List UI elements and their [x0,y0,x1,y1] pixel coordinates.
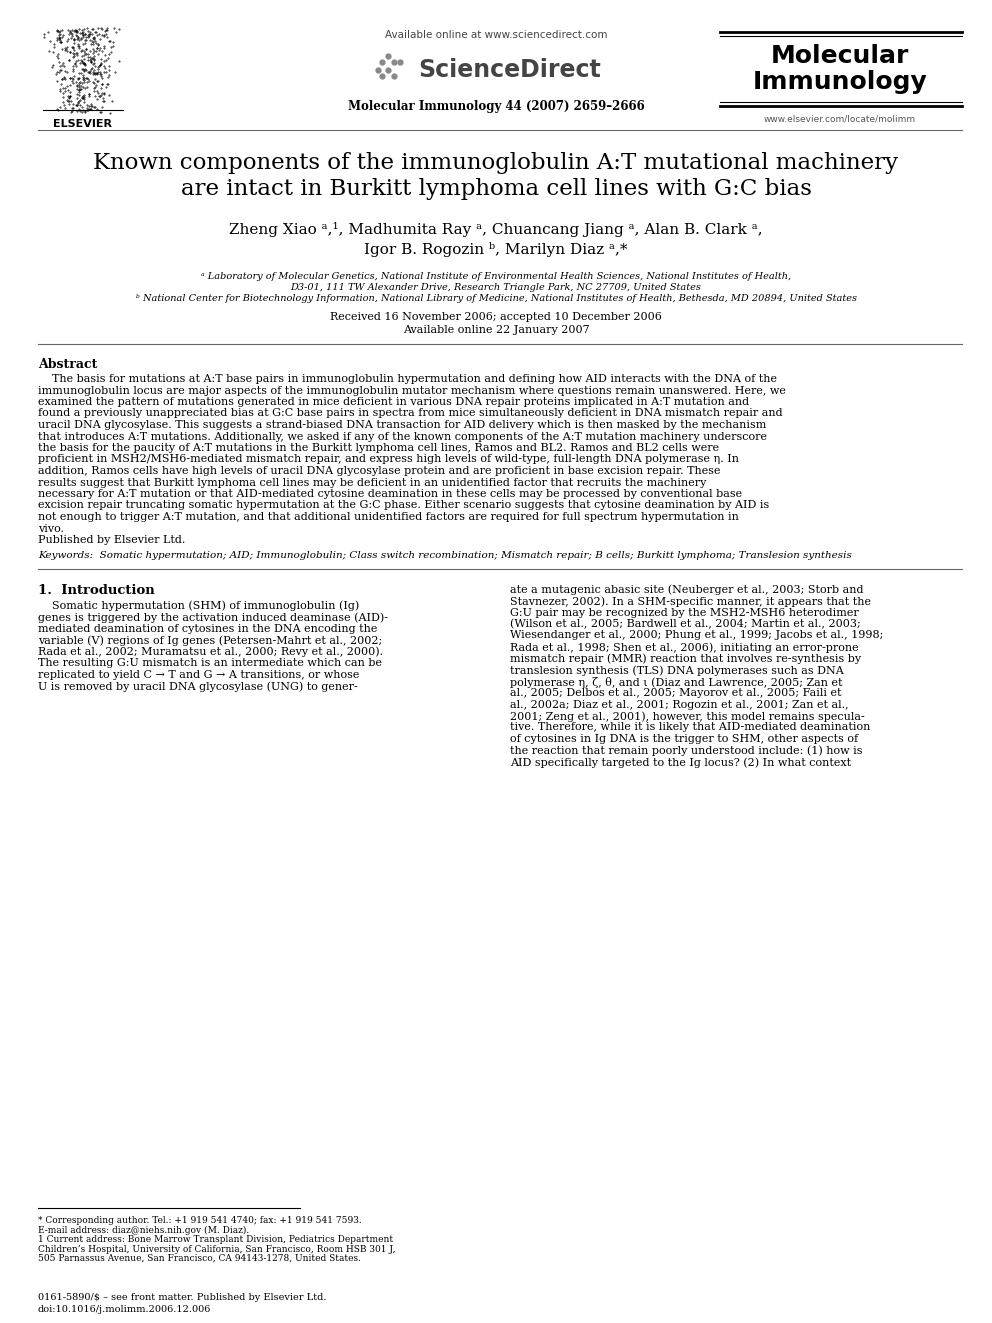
Text: uracil DNA glycosylase. This suggests a strand-biased DNA transaction for AID de: uracil DNA glycosylase. This suggests a … [38,419,767,430]
Text: the basis for the paucity of A:T mutations in the Burkitt lymphoma cell lines, R: the basis for the paucity of A:T mutatio… [38,443,719,452]
Text: the reaction that remain poorly understood include: (1) how is: the reaction that remain poorly understo… [510,745,862,755]
Text: Known components of the immunoglobulin A:T mutational machinery: Known components of the immunoglobulin A… [93,152,899,175]
Text: Molecular Immunology 44 (2007) 2659–2666: Molecular Immunology 44 (2007) 2659–2666 [347,101,645,112]
Text: ᵇ National Center for Biotechnology Information, National Library of Medicine, N: ᵇ National Center for Biotechnology Info… [136,294,856,303]
Text: Stavnezer, 2002). In a SHM-specific manner, it appears that the: Stavnezer, 2002). In a SHM-specific mann… [510,595,871,606]
Text: 1.  Introduction: 1. Introduction [38,585,155,598]
Text: excision repair truncating somatic hypermutation at the G:C phase. Either scenar: excision repair truncating somatic hyper… [38,500,769,511]
Text: doi:10.1016/j.molimm.2006.12.006: doi:10.1016/j.molimm.2006.12.006 [38,1304,211,1314]
Text: polymerase η, ζ, θ, and ι (Diaz and Lawrence, 2005; Zan et: polymerase η, ζ, θ, and ι (Diaz and Lawr… [510,676,842,688]
Text: Abstract: Abstract [38,359,97,370]
Text: E-mail address: diaz@niehs.nih.gov (M. Diaz).: E-mail address: diaz@niehs.nih.gov (M. D… [38,1225,249,1234]
Text: Available online at www.sciencedirect.com: Available online at www.sciencedirect.co… [385,30,607,40]
Text: 0161-5890/$ – see front matter. Published by Elsevier Ltd.: 0161-5890/$ – see front matter. Publishe… [38,1293,326,1302]
Text: Molecular: Molecular [771,44,910,67]
Text: (Wilson et al., 2005; Bardwell et al., 2004; Martin et al., 2003;: (Wilson et al., 2005; Bardwell et al., 2… [510,619,861,630]
Text: Available online 22 January 2007: Available online 22 January 2007 [403,325,589,335]
Text: The basis for mutations at A:T base pairs in immunoglobulin hypermutation and de: The basis for mutations at A:T base pair… [38,374,777,384]
Text: Zheng Xiao ᵃ,¹, Madhumita Ray ᵃ, Chuancang Jiang ᵃ, Alan B. Clark ᵃ,: Zheng Xiao ᵃ,¹, Madhumita Ray ᵃ, Chuanca… [229,222,763,237]
Text: vivo.: vivo. [38,524,64,533]
Text: addition, Ramos cells have high levels of uracil DNA glycosylase protein and are: addition, Ramos cells have high levels o… [38,466,720,476]
Text: genes is triggered by the activation induced deaminase (AID)-: genes is triggered by the activation ind… [38,613,388,623]
Text: immunoglobulin locus are major aspects of the immunoglobulin mutator mechanism w: immunoglobulin locus are major aspects o… [38,385,786,396]
Text: AID specifically targeted to the Ig locus? (2) In what context: AID specifically targeted to the Ig locu… [510,757,851,767]
Text: Received 16 November 2006; accepted 10 December 2006: Received 16 November 2006; accepted 10 D… [330,312,662,321]
Text: * Corresponding author. Tel.: +1 919 541 4740; fax: +1 919 541 7593.: * Corresponding author. Tel.: +1 919 541… [38,1216,362,1225]
Text: that introduces A:T mutations. Additionally, we asked if any of the known compon: that introduces A:T mutations. Additiona… [38,431,767,442]
Text: The resulting G:U mismatch is an intermediate which can be: The resulting G:U mismatch is an interme… [38,658,382,668]
Text: Published by Elsevier Ltd.: Published by Elsevier Ltd. [38,534,186,545]
Text: Somatic hypermutation (SHM) of immunoglobulin (Ig): Somatic hypermutation (SHM) of immunoglo… [38,601,359,611]
Text: Rada et al., 1998; Shen et al., 2006), initiating an error-prone: Rada et al., 1998; Shen et al., 2006), i… [510,642,859,652]
Text: mediated deamination of cytosines in the DNA encoding the: mediated deamination of cytosines in the… [38,623,377,634]
Text: proficient in MSH2/MSH6-mediated mismatch repair, and express high levels of wil: proficient in MSH2/MSH6-mediated mismatc… [38,455,739,464]
Text: tive. Therefore, while it is likely that AID-mediated deamination: tive. Therefore, while it is likely that… [510,722,870,733]
Text: 1 Current address: Bone Marrow Transplant Division, Pediatrics Department: 1 Current address: Bone Marrow Transplan… [38,1234,393,1244]
Text: variable (V) regions of Ig genes (Petersen-Mahrt et al., 2002;: variable (V) regions of Ig genes (Peters… [38,635,382,646]
Text: Keywords:  Somatic hypermutation; AID; Immunoglobulin; Class switch recombinatio: Keywords: Somatic hypermutation; AID; Im… [38,550,852,560]
Text: al., 2005; Delbos et al., 2005; Mayorov et al., 2005; Faili et: al., 2005; Delbos et al., 2005; Mayorov … [510,688,841,699]
Text: 2001; Zeng et al., 2001), however, this model remains specula-: 2001; Zeng et al., 2001), however, this … [510,710,865,721]
Text: ᵃ Laboratory of Molecular Genetics, National Institute of Environmental Health S: ᵃ Laboratory of Molecular Genetics, Nati… [201,273,791,280]
Text: necessary for A:T mutation or that AID-mediated cytosine deamination in these ce: necessary for A:T mutation or that AID-m… [38,490,742,499]
Text: Wiesendanger et al., 2000; Phung et al., 1999; Jacobs et al., 1998;: Wiesendanger et al., 2000; Phung et al.,… [510,631,883,640]
Text: replicated to yield C → T and G → A transitions, or whose: replicated to yield C → T and G → A tran… [38,669,359,680]
Text: www.elsevier.com/locate/molimm: www.elsevier.com/locate/molimm [764,114,916,123]
Text: 505 Parnassus Avenue, San Francisco, CA 94143-1278, United States.: 505 Parnassus Avenue, San Francisco, CA … [38,1254,361,1263]
Text: al., 2002a; Diaz et al., 2001; Rogozin et al., 2001; Zan et al.,: al., 2002a; Diaz et al., 2001; Rogozin e… [510,700,848,709]
Text: found a previously unappreciated bias at G:C base pairs in spectra from mice sim: found a previously unappreciated bias at… [38,409,783,418]
Text: examined the pattern of mutations generated in mice deficient in various DNA rep: examined the pattern of mutations genera… [38,397,749,407]
Text: ScienceDirect: ScienceDirect [418,58,601,82]
Text: D3-01, 111 TW Alexander Drive, Research Triangle Park, NC 27709, United States: D3-01, 111 TW Alexander Drive, Research … [291,283,701,292]
Text: Igor B. Rogozin ᵇ, Marilyn Diaz ᵃ,*: Igor B. Rogozin ᵇ, Marilyn Diaz ᵃ,* [364,242,628,257]
Text: results suggest that Burkitt lymphoma cell lines may be deficient in an unidenti: results suggest that Burkitt lymphoma ce… [38,478,706,487]
Text: are intact in Burkitt lymphoma cell lines with G:C bias: are intact in Burkitt lymphoma cell line… [181,179,811,200]
Text: of cytosines in Ig DNA is the trigger to SHM, other aspects of: of cytosines in Ig DNA is the trigger to… [510,734,858,744]
Text: ELSEVIER: ELSEVIER [54,119,112,130]
Text: Immunology: Immunology [753,70,928,94]
Text: Rada et al., 2002; Muramatsu et al., 2000; Revy et al., 2000).: Rada et al., 2002; Muramatsu et al., 200… [38,647,383,658]
Text: mismatch repair (MMR) reaction that involves re-synthesis by: mismatch repair (MMR) reaction that invo… [510,654,861,664]
Text: U is removed by uracil DNA glycosylase (UNG) to gener-: U is removed by uracil DNA glycosylase (… [38,681,358,692]
Text: Children’s Hospital, University of California, San Francisco, Room HSB 301 J,: Children’s Hospital, University of Calif… [38,1245,396,1253]
Text: G:U pair may be recognized by the MSH2-MSH6 heterodimer: G:U pair may be recognized by the MSH2-M… [510,607,859,618]
Text: not enough to trigger A:T mutation, and that additional unidentified factors are: not enough to trigger A:T mutation, and … [38,512,739,523]
Text: ate a mutagenic abasic site (Neuberger et al., 2003; Storb and: ate a mutagenic abasic site (Neuberger e… [510,585,863,595]
Text: translesion synthesis (TLS) DNA polymerases such as DNA: translesion synthesis (TLS) DNA polymera… [510,665,844,676]
